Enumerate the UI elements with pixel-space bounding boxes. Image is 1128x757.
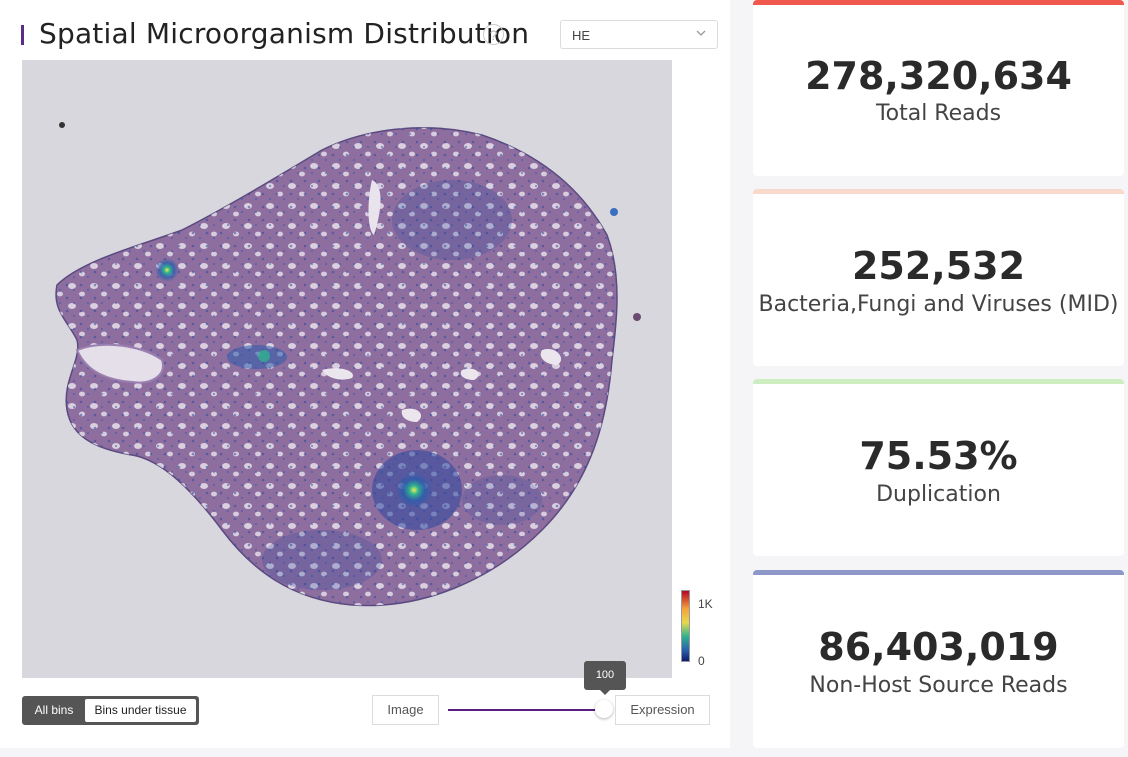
colorbar-max-label: 1K [698,597,713,611]
expression-colorbar [681,590,690,662]
stat-label: Non-Host Source Reads [809,673,1068,698]
card-accent-bar [753,189,1124,194]
stat-card-non-host-reads: 86,403,019 Non-Host Source Reads [753,570,1124,748]
question-icon[interactable]: ? [483,24,504,45]
page-title: Spatial Microorganism Distribution [39,17,530,50]
all-bins-button[interactable]: All bins [23,697,85,724]
stat-label: Duplication [876,482,1001,507]
stat-card-microbes: 252,532 Bacteria,Fungi and Viruses (MID) [753,189,1124,366]
expression-button[interactable]: Expression [615,695,710,725]
stat-value: 278,320,634 [805,54,1072,98]
opacity-slider-track[interactable] [448,709,605,711]
stat-label: Total Reads [875,101,1002,126]
card-accent-bar [753,570,1124,575]
image-button[interactable]: Image [372,695,439,725]
stain-select[interactable]: HE [560,20,718,49]
bin-filter-toggle: All bins Bins under tissue [22,696,199,725]
chevron-down-icon [696,30,706,36]
tissue-image-viewer[interactable] [22,60,672,678]
card-accent-bar [753,0,1124,5]
stat-value: 86,403,019 [818,625,1059,669]
stat-value: 75.53% [859,434,1018,478]
colorbar-min-label: 0 [698,654,705,668]
opacity-slider-handle[interactable] [595,700,613,718]
slider-value-tooltip: 100 [584,661,626,695]
spatial-distribution-panel: Spatial Microorganism Distribution ? HE [21,17,718,725]
tissue-section-image [22,60,672,678]
stat-card-total-reads: 278,320,634 Total Reads [753,0,1124,176]
stat-label: Bacteria,Fungi and Viruses (MID) [758,292,1119,317]
bins-under-tissue-button[interactable]: Bins under tissue [85,699,196,722]
stat-value: 252,532 [851,244,1026,288]
title-accent-bar [21,25,24,45]
stat-card-duplication: 75.53% Duplication [753,379,1124,556]
card-accent-bar [753,379,1124,384]
stain-select-value: HE [572,28,591,43]
